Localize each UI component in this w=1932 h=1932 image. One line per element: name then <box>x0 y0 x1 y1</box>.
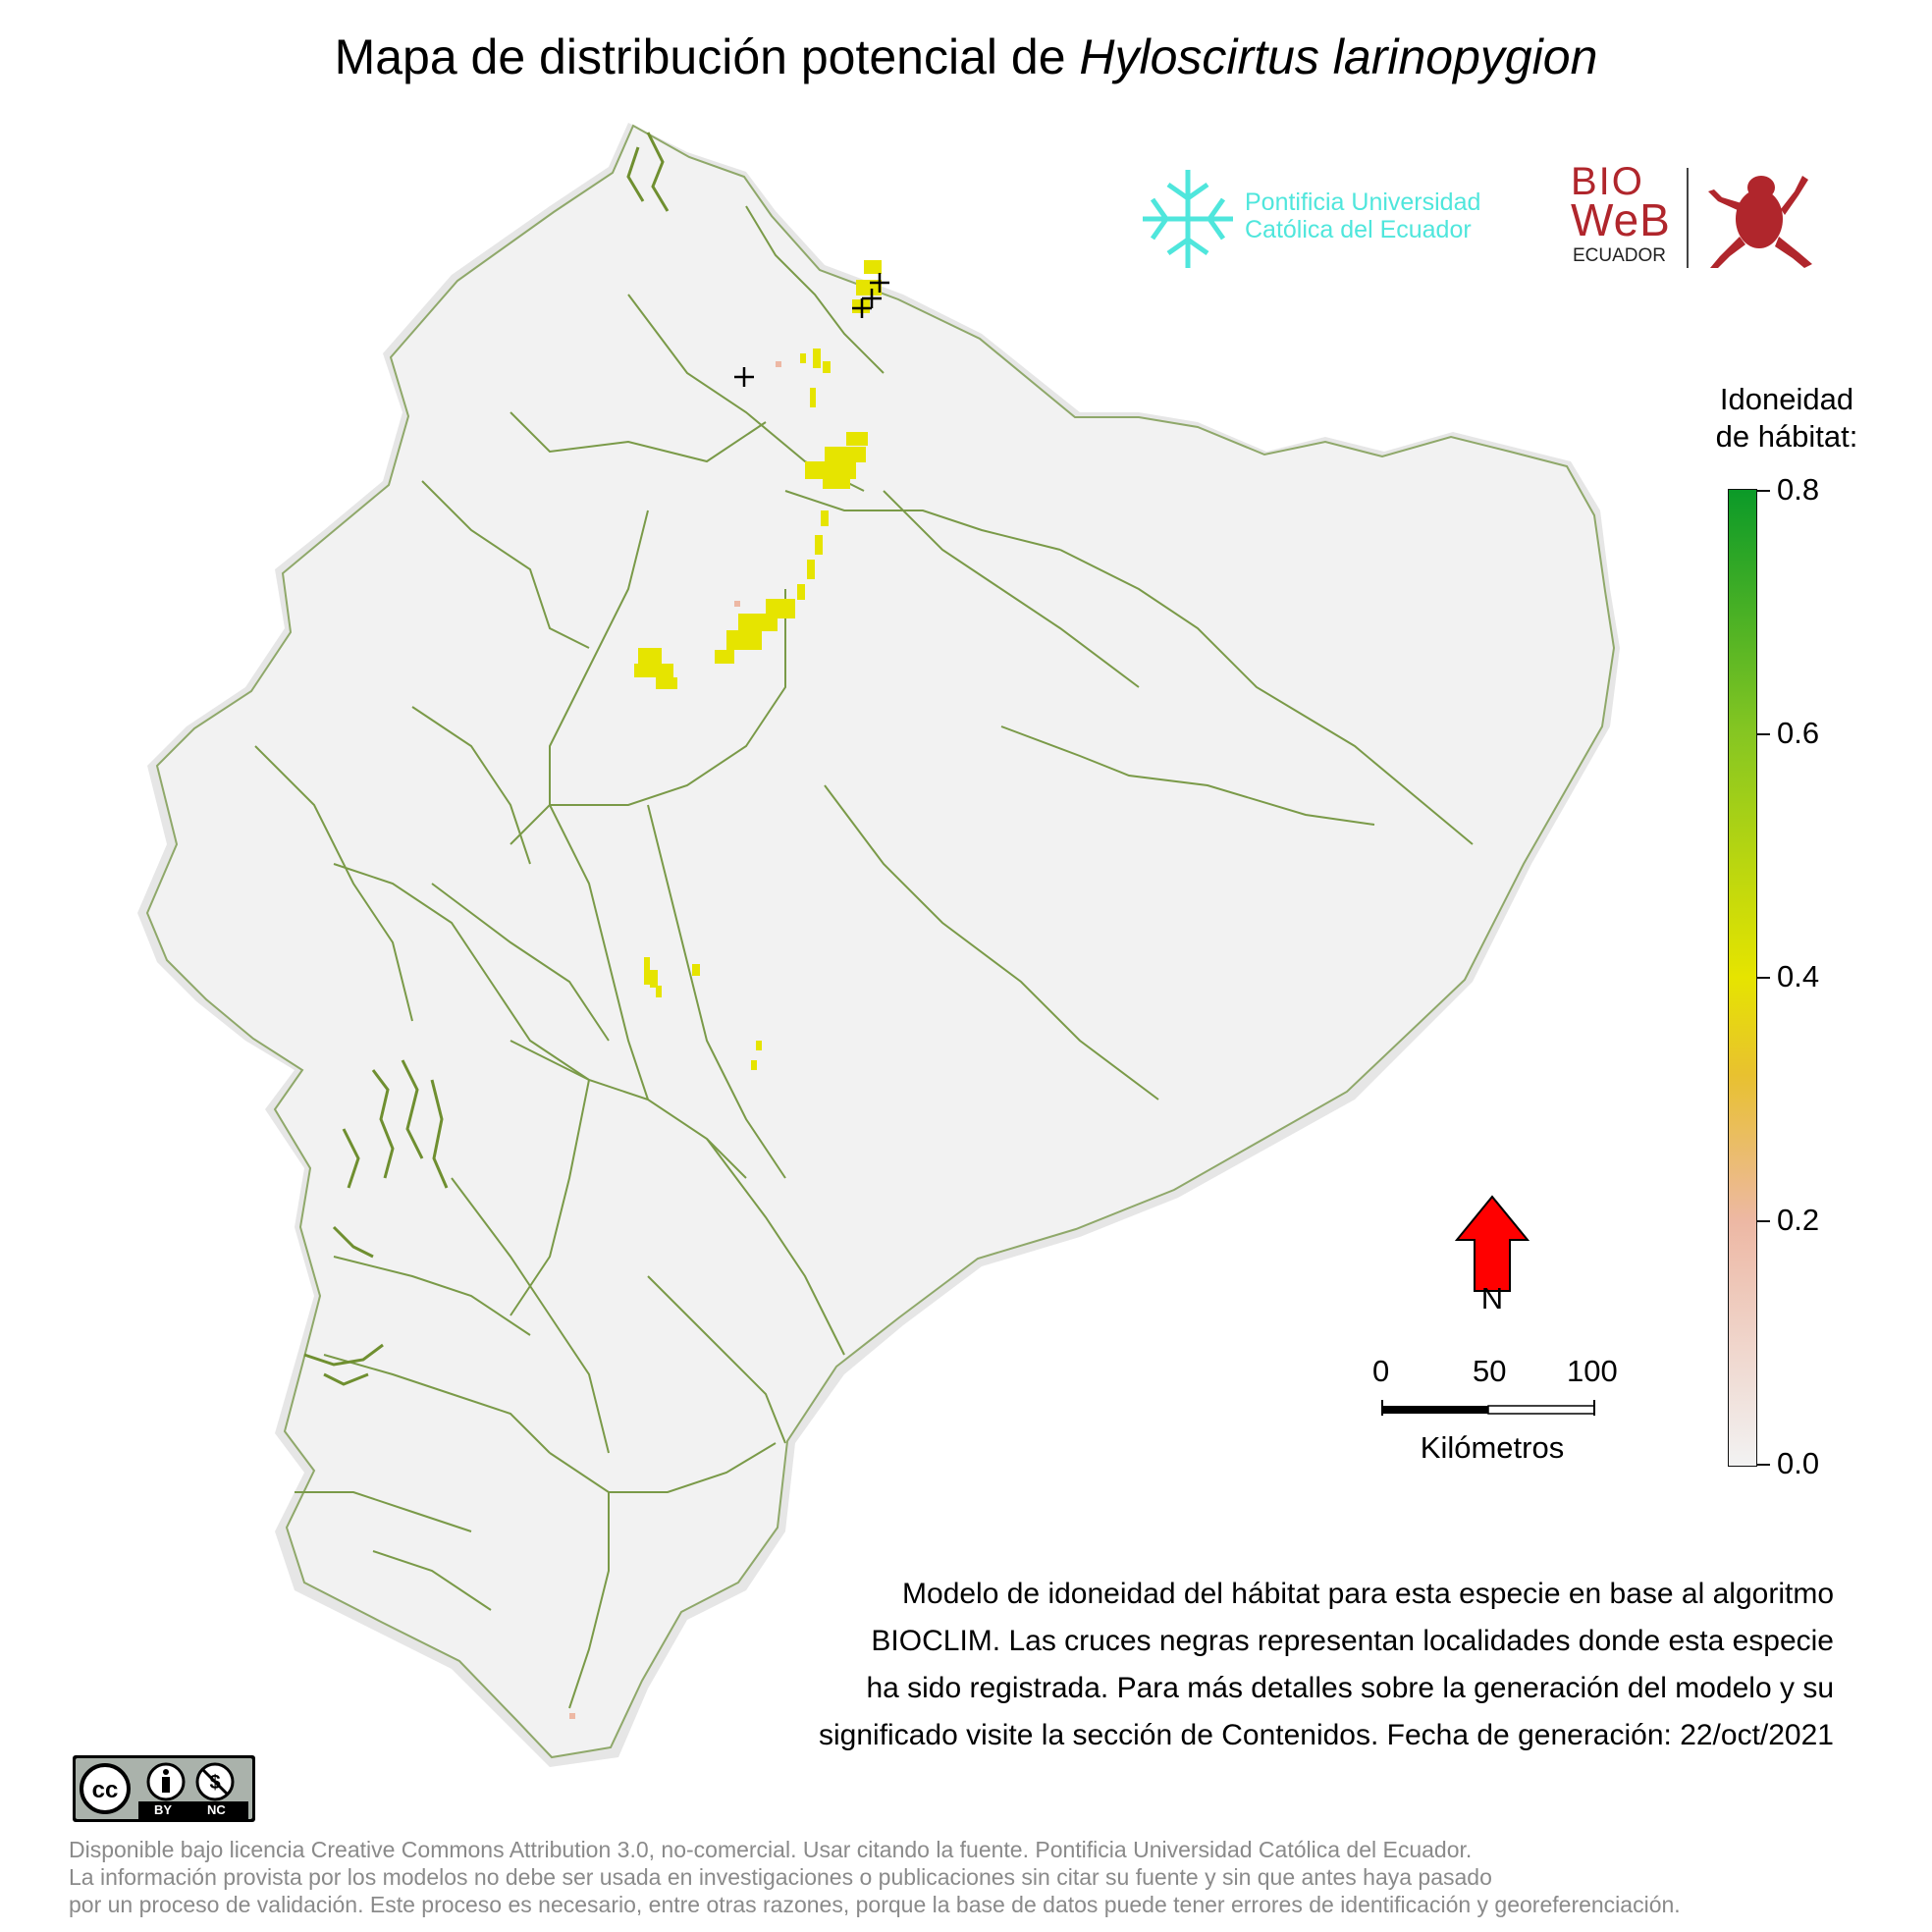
model-description: Modelo de idoneidad del hábitat para est… <box>656 1571 1834 1759</box>
scale-unit: Kilómetros <box>1420 1430 1565 1465</box>
legend-tick <box>1756 1464 1770 1466</box>
scale-bar: 0 50 100 <box>1365 1355 1620 1473</box>
legend-tick-label: 0.4 <box>1777 959 1820 993</box>
legend-title: Idoneidad de hábitat: <box>1669 381 1905 456</box>
svg-text:cc: cc <box>92 1777 119 1803</box>
legend-tick <box>1756 1220 1770 1222</box>
puce-emblem-icon <box>1143 170 1233 268</box>
description-line2: BIOCLIM. Las cruces negras representan l… <box>871 1625 1834 1657</box>
legend-tick <box>1756 977 1770 979</box>
title-prefix: Mapa de distribución potencial de <box>334 29 1080 84</box>
bioweb-divider <box>1687 168 1689 268</box>
cc-icon: cc $ <box>80 1762 248 1819</box>
province-borders <box>254 205 1474 1709</box>
legend-title-line1: Idoneidad <box>1719 382 1854 416</box>
description-line4: significado visite la sección de Conteni… <box>819 1719 1834 1751</box>
record-markers <box>734 273 889 387</box>
scale-label-50: 50 <box>1473 1354 1507 1388</box>
legend-tick-label: 0.0 <box>1777 1446 1820 1480</box>
puce-logo: Pontificia Universidad Católica del Ecua… <box>1139 165 1492 273</box>
license-line3: por un proceso de validación. Este proce… <box>69 1892 1681 1917</box>
bioweb-line1: BIO <box>1571 160 1644 203</box>
bioweb-line2: WeB <box>1571 194 1671 245</box>
bioweb-line3: ECUADOR <box>1573 245 1667 266</box>
cc-nc-label: NC <box>207 1802 226 1817</box>
north-label: N <box>1480 1281 1504 1315</box>
cc-license-badge: cc $ BY NC <box>73 1755 255 1822</box>
low-suitability-cells <box>569 361 781 1719</box>
license-line2: La información provista por los modelos … <box>69 1864 1492 1890</box>
puce-line1: Pontificia Universidad <box>1245 188 1481 216</box>
legend-tick-label: 0.8 <box>1777 472 1820 507</box>
svg-text:$: $ <box>209 1772 220 1794</box>
cc-by-label: BY <box>154 1802 173 1817</box>
north-arrow-icon <box>1454 1195 1530 1292</box>
legend-title-line2: de hábitat: <box>1715 419 1858 454</box>
legend-colorbar <box>1728 489 1757 1467</box>
legend-tick <box>1756 490 1770 492</box>
puce-line2: Católica del Ecuador <box>1245 216 1472 243</box>
scale-bar-graphic <box>1381 1400 1595 1416</box>
description-line3: ha sido registrada. Para más detalles so… <box>866 1672 1834 1704</box>
legend-tick-label: 0.6 <box>1777 716 1820 750</box>
bioweb-logo: BIO WeB ECUADOR <box>1561 162 1826 275</box>
legend-tick-label: 0.2 <box>1777 1203 1820 1237</box>
description-line1: Modelo de idoneidad del hábitat para est… <box>902 1578 1834 1610</box>
mangrove-coast <box>303 132 670 1386</box>
map-title: Mapa de distribución potencial de Hylosc… <box>0 27 1932 86</box>
license-line1: Disponible bajo licencia Creative Common… <box>69 1837 1473 1862</box>
country-land <box>145 124 1616 1759</box>
suitability-cells <box>634 260 882 1070</box>
frog-icon <box>1708 176 1812 268</box>
species-name: Hyloscirtus larinopygion <box>1079 29 1598 84</box>
scale-label-100: 100 <box>1567 1354 1618 1388</box>
legend-tick <box>1756 733 1770 735</box>
license-footer: Disponible bajo licencia Creative Common… <box>69 1836 1914 1918</box>
scale-label-0: 0 <box>1372 1354 1390 1388</box>
